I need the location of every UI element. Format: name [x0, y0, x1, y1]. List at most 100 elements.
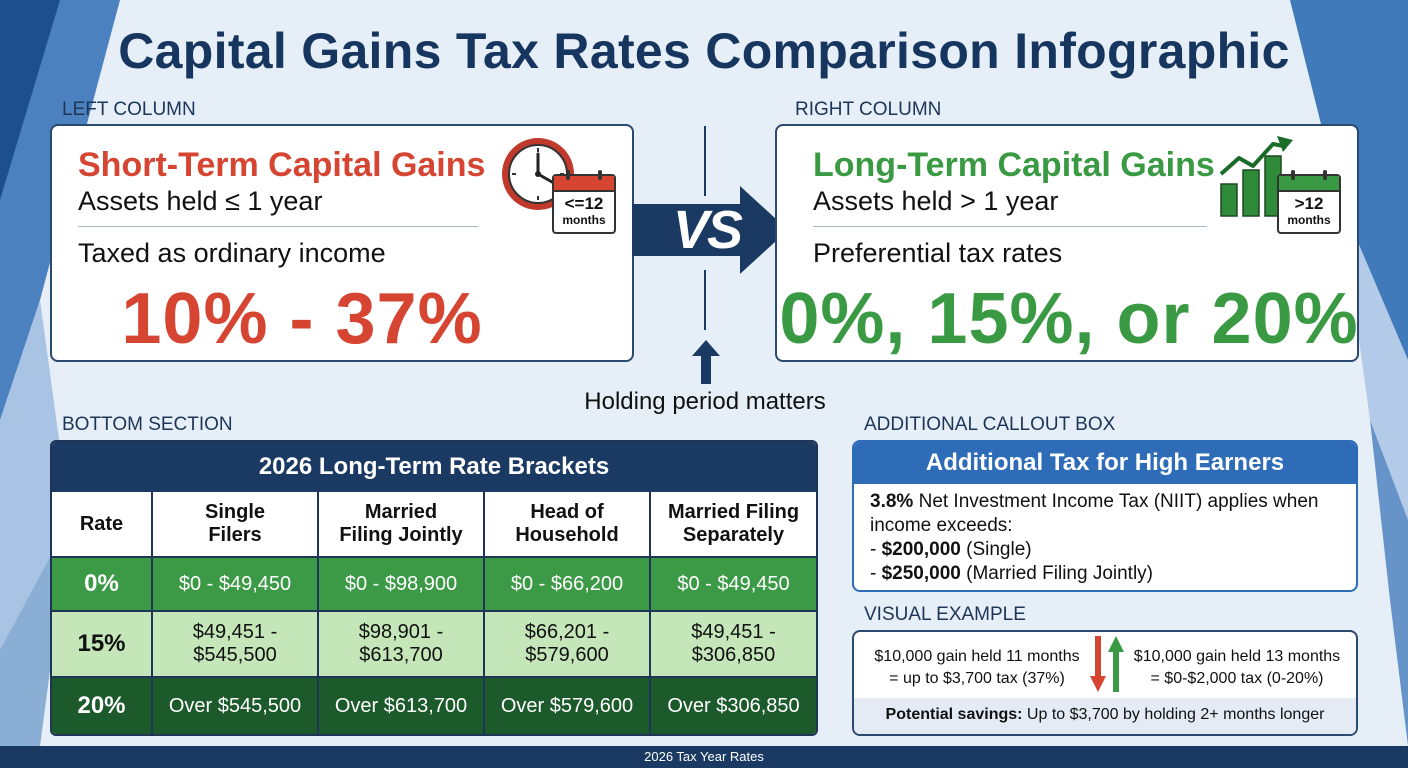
- calendar-months-value: <=12: [564, 194, 604, 213]
- table-row: 15% $49,451 - $545,500 $98,901 - $613,700 …: [52, 611, 816, 678]
- bracket-line: $98,901 -: [358, 621, 444, 643]
- center-line-top: [704, 126, 706, 196]
- bracket-cell: $98,901 - $613,700: [318, 611, 485, 678]
- calendar-icon: <=12 months: [552, 170, 616, 234]
- holding-period-label: Holding period matters: [584, 388, 826, 415]
- calendar-months-value: >12: [1294, 194, 1324, 213]
- bracket-cell: $0 - $98,900: [318, 557, 485, 612]
- list-item: - $250,000 (Married Filing Jointly): [870, 562, 1340, 586]
- column-header-text: Head of: [530, 501, 604, 523]
- savings-label: Potential savings:: [885, 706, 1023, 723]
- example-line: $10,000 gain held 11 months: [874, 648, 1080, 665]
- column-header-text: Rate: [79, 512, 124, 535]
- list-bullet: -: [870, 563, 882, 584]
- table-row: 20% Over $545,500 Over $613,700 Over $57…: [52, 677, 816, 734]
- long-term-panel: Long-Term Capital Gains Assets held > 1 …: [775, 124, 1359, 362]
- right-arrow-icon: [632, 186, 792, 274]
- left-section-label: LEFT COLUMN: [62, 99, 196, 120]
- column-header: Married Filing Jointly: [318, 492, 485, 558]
- threshold-label: (Married Filing Jointly): [960, 563, 1154, 584]
- niit-threshold-intro: income exceeds:: [870, 515, 1013, 536]
- bracket-line: $579,600: [525, 644, 609, 666]
- callout-body: 3.8% Net Investment Income Tax (NIIT) ap…: [854, 484, 1356, 586]
- bracket-line: $613,700: [359, 644, 443, 666]
- long-term-heading: Long-Term Capital Gains: [813, 146, 1215, 184]
- divider: [78, 226, 478, 227]
- callout-section-label: ADDITIONAL CALLOUT BOX: [864, 414, 1116, 435]
- bracket-cell: $0 - $49,450: [152, 557, 319, 612]
- column-header-text: Married: [364, 501, 438, 523]
- column-header: Head of Household: [484, 492, 651, 558]
- column-header-text: Household: [515, 524, 619, 546]
- short-term-held: Assets held ≤ 1 year: [78, 186, 323, 216]
- bracket-cell: $49,451 - $306,850: [650, 611, 816, 678]
- short-term-taxed: Taxed as ordinary income: [78, 238, 386, 268]
- savings-bar: [854, 698, 1356, 734]
- threshold-amount: $250,000: [881, 563, 961, 584]
- divider: [813, 226, 1207, 227]
- column-header: Single Filers: [152, 492, 319, 558]
- bracket-cell: Over $579,600: [484, 677, 651, 734]
- visual-example-box: $10,000 gain held 11 months = up to $3,7…: [852, 630, 1358, 736]
- example-section-label: VISUAL EXAMPLE: [864, 604, 1026, 625]
- table-header-row: Rate Single Filers Married Filing Jointly …: [52, 492, 816, 558]
- right-section-label: RIGHT COLUMN: [795, 99, 942, 120]
- short-term-panel: Short-Term Capital Gains Assets held ≤ 1…: [50, 124, 634, 362]
- bracket-line: $306,850: [691, 644, 776, 666]
- bracket-line: $545,500: [193, 644, 277, 666]
- center-line-bottom: [704, 270, 706, 330]
- threshold-label: (Single): [960, 539, 1032, 560]
- long-term-taxed: Preferential tax rates: [813, 238, 1063, 268]
- column-header-text: Filing Jointly: [339, 524, 463, 546]
- callout-title: Additional Tax for High Earners: [854, 442, 1356, 484]
- list-item: - $200,000 (Single): [870, 538, 1340, 562]
- column-header-text: Married Filing: [667, 501, 800, 523]
- bracket-cell: $66,201 - $579,600: [484, 611, 651, 678]
- short-term-example: $10,000 gain held 11 months = up to $3,7…: [864, 646, 1090, 690]
- brackets-grid: Rate Single Filers Married Filing Jointly …: [52, 492, 816, 734]
- calendar-months-unit: months: [1287, 213, 1331, 227]
- niit-line: 3.8% Net Investment Income Tax (NIIT) ap…: [870, 490, 1340, 514]
- bracket-cell: $49,451 - $545,500: [152, 611, 319, 678]
- example-line: = $0-$2,000 tax (0-20%): [1150, 670, 1324, 687]
- list-bullet: -: [870, 539, 882, 560]
- up-arrow-green-icon: [1108, 636, 1124, 692]
- column-header: Rate: [52, 492, 153, 558]
- short-term-heading: Short-Term Capital Gains: [78, 146, 486, 184]
- bracket-line: $49,451 -: [691, 621, 776, 643]
- vs-label: VS: [672, 200, 743, 260]
- long-term-held: Assets held > 1 year: [813, 186, 1059, 216]
- bracket-cell: Over $306,850: [650, 677, 816, 734]
- rate-brackets-table: 2026 Long-Term Rate Brackets Rate Single…: [50, 440, 818, 736]
- calendar-months-unit: months: [562, 213, 606, 227]
- bracket-cell: Over $613,700: [318, 677, 485, 734]
- column-header-text: Single: [204, 501, 265, 523]
- footer-bar: 2026 Tax Year Rates: [0, 746, 1408, 768]
- savings-text: Up to $3,700 by holding 2+ months longer: [1022, 706, 1325, 723]
- example-line: = up to $3,700 tax (37%): [889, 670, 1065, 687]
- long-term-example: $10,000 gain held 13 months = $0-$2,000 …: [1124, 646, 1350, 690]
- rate-cell: 20%: [52, 677, 153, 734]
- bracket-cell: $0 - $66,200: [484, 557, 651, 612]
- table-title: 2026 Long-Term Rate Brackets: [52, 442, 816, 492]
- example-line: $10,000 gain held 13 months: [1133, 648, 1341, 665]
- bracket-line: $49,451 -: [192, 621, 278, 643]
- long-term-rate: 0%, 15%, or 20%: [779, 279, 1359, 359]
- calendar-icon: >12 months: [1277, 170, 1341, 234]
- niit-rate: 3.8%: [870, 491, 914, 512]
- up-arrow-icon: [692, 340, 720, 384]
- column-header-text: Separately: [682, 524, 785, 546]
- rate-cell: 0%: [52, 557, 153, 612]
- bottom-section-label: BOTTOM SECTION: [62, 414, 233, 435]
- column-header-text: Filers: [208, 524, 262, 546]
- down-arrow-red-icon: [1090, 636, 1106, 692]
- threshold-amount: $200,000: [881, 539, 961, 560]
- high-earners-callout: Additional Tax for High Earners 3.8% Net…: [852, 440, 1358, 592]
- short-term-rate: 10% - 37%: [121, 279, 483, 359]
- column-header: Married Filing Separately: [650, 492, 816, 558]
- bracket-cell: Over $545,500: [152, 677, 319, 734]
- bracket-cell: $0 - $49,450: [650, 557, 816, 612]
- page-title: Capital Gains Tax Rates Comparison Infog…: [118, 23, 1290, 79]
- bracket-line: $66,201 -: [524, 621, 610, 643]
- table-row: 0% $0 - $49,450 $0 - $98,900 $0 - $66,20…: [52, 557, 816, 612]
